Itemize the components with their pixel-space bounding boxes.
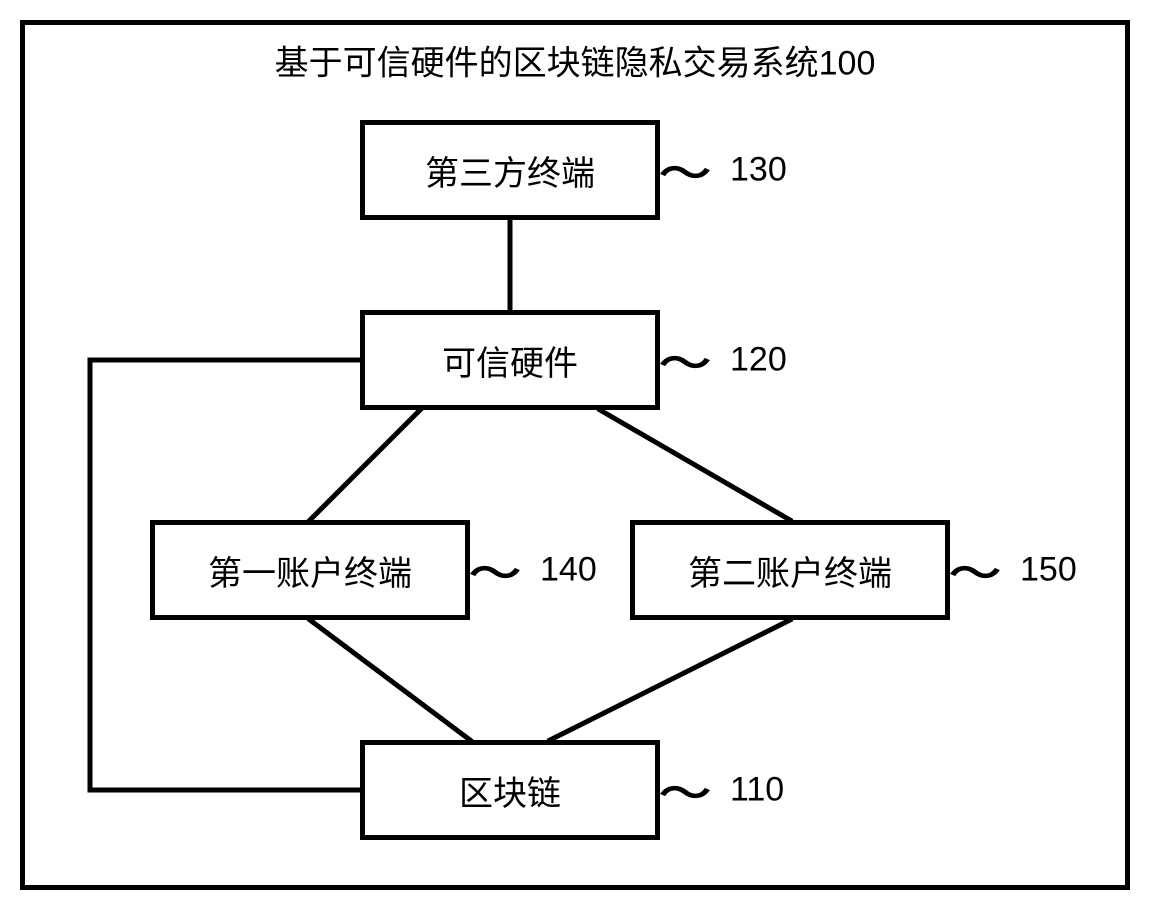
node-label: 可信硬件 <box>442 336 578 385</box>
diagram-title: 基于可信硬件的区块链隐私交易系统100 <box>275 36 876 85</box>
node-label: 第二账户终端 <box>688 546 892 595</box>
node-label: 区块链 <box>459 766 561 815</box>
node-trusted-hardware: 可信硬件 <box>360 310 660 410</box>
ref-label-120: 120 <box>730 341 787 380</box>
node-third-party-terminal: 第三方终端 <box>360 120 660 220</box>
node-label: 第三方终端 <box>425 146 595 195</box>
node-first-account-terminal: 第一账户终端 <box>150 520 470 620</box>
ref-label-110: 110 <box>730 771 784 810</box>
ref-connector-icon: 〜 <box>659 761 711 819</box>
node-blockchain: 区块链 <box>360 740 660 840</box>
ref-connector-icon: 〜 <box>469 541 521 599</box>
diagram-canvas: 基于可信硬件的区块链隐私交易系统100 第三方终端 可信硬件 第一账户终端 第二… <box>0 0 1150 910</box>
ref-label-150: 150 <box>1020 551 1077 590</box>
node-label: 第一账户终端 <box>208 546 412 595</box>
ref-label-140: 140 <box>540 551 597 590</box>
node-second-account-terminal: 第二账户终端 <box>630 520 950 620</box>
ref-connector-icon: 〜 <box>659 331 711 389</box>
ref-label-130: 130 <box>730 151 787 190</box>
ref-connector-icon: 〜 <box>949 541 1001 599</box>
ref-connector-icon: 〜 <box>659 141 711 199</box>
